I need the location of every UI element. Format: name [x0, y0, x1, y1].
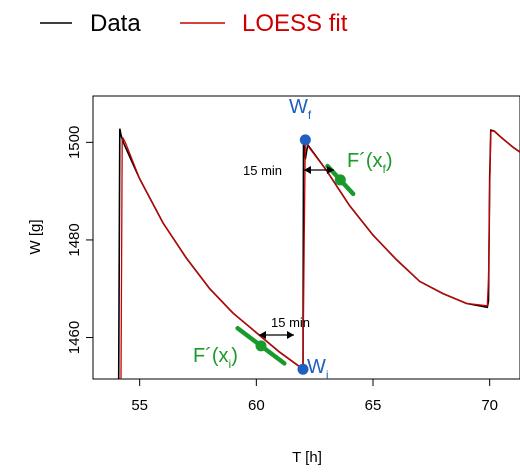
- label-tangent-i: F´(xi): [193, 345, 238, 371]
- x-tick-label: 70: [481, 397, 498, 414]
- gap-arrow-bottom-left-head: [259, 331, 266, 339]
- legend-fit-label: LOESS fit: [242, 10, 348, 37]
- tangent-lines: [235, 163, 356, 366]
- x-axis-title: T [h]: [292, 449, 322, 466]
- y-tick-label: 1480: [66, 223, 83, 256]
- tangent-point: [334, 174, 346, 186]
- gap-arrow-top-left-head: [304, 166, 311, 174]
- point-wi: [297, 363, 309, 375]
- gap-arrow-top: [304, 166, 334, 174]
- gap-label-top: 15 min: [243, 163, 282, 178]
- gap-arrow-bottom-right-head: [287, 331, 294, 339]
- label-tangent-f: F´(xf): [347, 150, 393, 176]
- label-wf: Wf: [289, 96, 312, 122]
- plot-frame: [92, 95, 520, 380]
- gap-arrow-bottom: [259, 331, 294, 339]
- tangent-point: [255, 340, 267, 352]
- axes: 55 60 65 70 1460 1480 1500: [66, 126, 498, 414]
- y-tick-label: 1500: [66, 126, 83, 159]
- gap-label-bottom: 15 min: [271, 315, 310, 330]
- series-line-data: [117, 128, 520, 379]
- markers: [297, 134, 311, 375]
- label-wi: Wi: [307, 356, 329, 382]
- legend-data-label: Data: [90, 10, 141, 37]
- x-tick-label: 65: [365, 397, 382, 414]
- y-axis-title: W [g]: [27, 219, 44, 254]
- y-tick-label: 1460: [66, 321, 83, 354]
- gap-arrow-top-right-head: [327, 166, 334, 174]
- series-line-loess-fit: [120, 130, 520, 379]
- point-wf: [299, 134, 311, 146]
- legend: Data LOESS fit: [40, 10, 348, 37]
- x-tick-label: 60: [248, 397, 265, 414]
- x-tick-label: 55: [131, 397, 148, 414]
